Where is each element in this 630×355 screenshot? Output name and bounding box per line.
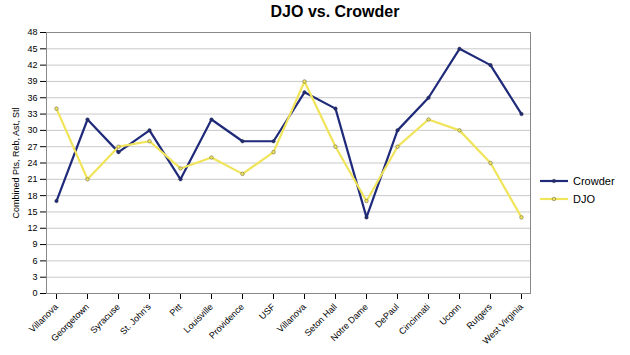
svg-text:West Virginia: West Virginia: [481, 302, 525, 346]
svg-text:3: 3: [32, 272, 37, 282]
html-text:DJO: DJO: [573, 192, 595, 205]
svg-text:27: 27: [27, 142, 37, 152]
svg-text:24: 24: [27, 158, 37, 168]
svg-text:21: 21: [27, 174, 37, 184]
svg-text:18: 18: [27, 191, 37, 201]
svg-text:48: 48: [27, 27, 37, 37]
svg-text:30: 30: [27, 125, 37, 135]
svg-text:6: 6: [32, 256, 37, 266]
svg-text:Pitt: Pitt: [168, 301, 185, 318]
svg-text:Uconn: Uconn: [437, 302, 462, 327]
html-text:DJO vs. Crowder: DJO vs. Crowder: [270, 3, 400, 20]
svg-text:Villanova: Villanova: [27, 301, 60, 335]
svg-text:Louisville: Louisville: [181, 301, 215, 335]
svg-text:15: 15: [27, 207, 37, 217]
svg-text:Providence: Providence: [207, 302, 246, 341]
svg-text:Notre Dame: Notre Dame: [329, 302, 370, 343]
html-text:Crowder: Crowder: [573, 174, 615, 187]
svg-text:St. John's: St. John's: [118, 301, 153, 336]
svg-text:USF: USF: [257, 301, 277, 321]
svg-text:45: 45: [27, 44, 37, 54]
svg-text:Rutgers: Rutgers: [465, 301, 495, 331]
svg-text:DePaul: DePaul: [373, 302, 401, 330]
svg-text:36: 36: [27, 93, 37, 103]
svg-text:Syracuse: Syracuse: [88, 302, 122, 336]
svg-text:Seton Hall: Seton Hall: [302, 301, 339, 339]
svg-text:Georgetown: Georgetown: [49, 302, 91, 344]
svg-text:42: 42: [27, 60, 37, 70]
svg-text:Combined Pts, Reb, Ast, Stl: Combined Pts, Reb, Ast, Stl: [11, 107, 21, 218]
svg-text:39: 39: [27, 76, 37, 86]
svg-text:33: 33: [27, 109, 37, 119]
svg-text:0: 0: [32, 288, 37, 298]
svg-text:Villanova: Villanova: [275, 301, 308, 335]
svg-text:12: 12: [27, 223, 37, 233]
svg-text:Cincinnati: Cincinnati: [397, 302, 432, 337]
svg-text:9: 9: [32, 239, 37, 249]
